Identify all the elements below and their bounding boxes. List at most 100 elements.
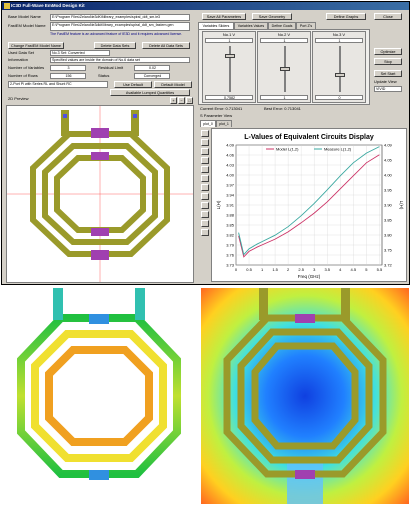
zoom-in-icon[interactable]: + xyxy=(170,97,177,104)
plot-toolbar xyxy=(200,128,210,280)
coil-preview-drawing xyxy=(7,106,193,282)
tab-variables-values[interactable]: Variables Values xyxy=(234,22,268,29)
grid-icon[interactable] xyxy=(201,166,209,173)
slider-track[interactable] xyxy=(339,46,341,92)
zoom-out-icon[interactable]: − xyxy=(178,97,185,104)
copy-icon[interactable] xyxy=(201,193,209,200)
preview-label: 2D Preview xyxy=(8,96,29,101)
x-tick-label: 4 xyxy=(339,267,342,272)
save-geometry-button[interactable]: Save Geometry xyxy=(252,13,292,20)
num-rows-field: 156 xyxy=(50,73,86,79)
fasthit-field[interactable]: E:\Program Files\Zeland\ie3dkit\library_… xyxy=(50,22,190,31)
x-tick-label: 3 xyxy=(313,267,316,272)
save-parameters-button[interactable]: Save All Parameters xyxy=(202,13,246,20)
slider-track[interactable] xyxy=(229,46,231,92)
fasthit-note: The FastEM feature is an advanced featur… xyxy=(50,32,183,36)
y-tick-label: 3.79 xyxy=(226,243,235,248)
y-right-tick-label: 3.95 xyxy=(384,188,393,193)
app-icon xyxy=(4,3,10,9)
export-icon[interactable] xyxy=(201,211,209,218)
use-default-button[interactable]: Use Default xyxy=(114,81,152,88)
delete-sets-button[interactable]: Delete Data Sets xyxy=(94,42,136,49)
current-distribution-image xyxy=(1,288,197,504)
used-data-set-label: Used Data Set xyxy=(8,50,35,55)
tab-plot-1[interactable]: plot_1 xyxy=(216,120,232,127)
set-start-button[interactable]: Set Start xyxy=(374,70,402,77)
delete-all-sets-button[interactable]: Delete All Data Sets xyxy=(142,42,190,49)
current-error: Current Error: 0.713041 xyxy=(200,106,243,111)
slider-thumb[interactable] xyxy=(225,54,235,59)
print-icon[interactable] xyxy=(201,202,209,209)
variable-readout: 1 xyxy=(260,95,308,100)
marker-icon[interactable] xyxy=(201,184,209,191)
information-label: Information xyxy=(8,57,29,62)
default-model-button[interactable]: Default Model xyxy=(154,81,192,88)
series-line-2 xyxy=(238,146,380,256)
refresh-icon[interactable] xyxy=(201,229,209,236)
update-view-label: Update View xyxy=(374,79,397,84)
slider-thumb[interactable] xyxy=(335,73,345,78)
y-tick-label: 3.97 xyxy=(226,183,235,188)
y-right-tick-label: 3.72 xyxy=(384,263,393,268)
legend-entry: Measure L(1,2) xyxy=(324,147,352,152)
num-rows-label: Number of Rows xyxy=(8,73,38,78)
chart-title: L-Values of Equivalent Circuits Display xyxy=(244,134,374,141)
tab-define-goals[interactable]: Define Goals xyxy=(268,22,296,29)
preview-canvas[interactable] xyxy=(6,105,194,283)
update-view-select[interactable]: VIVID xyxy=(374,86,402,92)
num-variables-label: Number of Variables xyxy=(8,65,45,70)
variable-name: No.1 V xyxy=(222,32,236,37)
legend-icon[interactable] xyxy=(201,175,209,182)
status-label: Status xyxy=(98,73,110,78)
y-right-tick-label: 4.09 xyxy=(384,143,393,148)
y-right-tick-label: 4.00 xyxy=(384,173,393,178)
y-tick-label: 4.06 xyxy=(226,153,235,158)
zoom-icon[interactable] xyxy=(201,130,209,137)
optimize-button[interactable]: Optimize xyxy=(374,48,402,55)
pan-icon[interactable] xyxy=(201,139,209,146)
variable-value[interactable]: 1 xyxy=(315,38,363,43)
cursor-icon[interactable] xyxy=(201,157,209,164)
y-tick-label: 4.00 xyxy=(226,173,235,178)
base-model-field[interactable]: E:\Program Files\Zeland\ie3dKit\library_… xyxy=(50,14,190,21)
tab-plot-0[interactable]: plot_0 xyxy=(200,120,216,127)
slider-thumb[interactable] xyxy=(280,67,290,71)
residual-field[interactable]: 0.02 xyxy=(134,65,170,71)
status-field: Converged xyxy=(134,73,170,79)
variable-name: No.2 V xyxy=(277,32,291,37)
information-field: Specified values are inside the domain o… xyxy=(50,57,190,63)
settings-icon[interactable] xyxy=(201,220,209,227)
define-graphs-button[interactable]: Define Graphs xyxy=(326,13,366,20)
legend-entry: Model L(1,2) xyxy=(276,147,299,152)
fit-icon[interactable] xyxy=(201,148,209,155)
close-button[interactable]: Close xyxy=(374,13,402,20)
available-quantities-button[interactable]: Available Lumped Quantities xyxy=(110,89,190,96)
mode-select[interactable]: 2-Port Pi with Series RL and Shunt RC xyxy=(8,81,108,88)
y-tick-label: 3.82 xyxy=(226,233,235,238)
variable-readout: 0.7582 xyxy=(205,95,253,100)
variable-value[interactable]: 1 xyxy=(260,38,308,43)
current-distribution-drawing xyxy=(17,288,181,480)
y-right-tick-label: 3.90 xyxy=(384,203,393,208)
x-tick-label: 4.5 xyxy=(351,267,357,272)
zoom-fit-icon[interactable]: □ xyxy=(186,97,193,104)
x-tick-label: 2 xyxy=(287,267,290,272)
used-data-set-select[interactable]: No.3 Set: Converted xyxy=(50,50,110,56)
variable-value[interactable]: 1 xyxy=(205,38,253,43)
x-tick-label: 1 xyxy=(261,267,264,272)
tab-port-zs[interactable]: Port Z's xyxy=(296,22,316,29)
app-title: IC3D Full-Wave EmMod Design Kit xyxy=(11,3,85,8)
change-model-button[interactable]: Change FastEM Model Name xyxy=(8,42,64,49)
fasthit-label: FastEM Model Name xyxy=(8,23,46,28)
stop-button[interactable]: Stop xyxy=(374,58,402,65)
y-right-tick-label: 4.05 xyxy=(384,158,393,163)
x-tick-label: 2.5 xyxy=(298,267,304,272)
app-window: IC3D Full-Wave EmMod Design Kit Base Mod… xyxy=(1,1,410,285)
variable-readout: 0 xyxy=(315,95,363,100)
x-tick-label: 0.5 xyxy=(246,267,252,272)
y-tick-label: 3.85 xyxy=(226,223,235,228)
best-error: Best Error: 0.713041 xyxy=(264,106,301,111)
tab-variables-sliders[interactable]: Variables Sliders xyxy=(198,22,234,29)
